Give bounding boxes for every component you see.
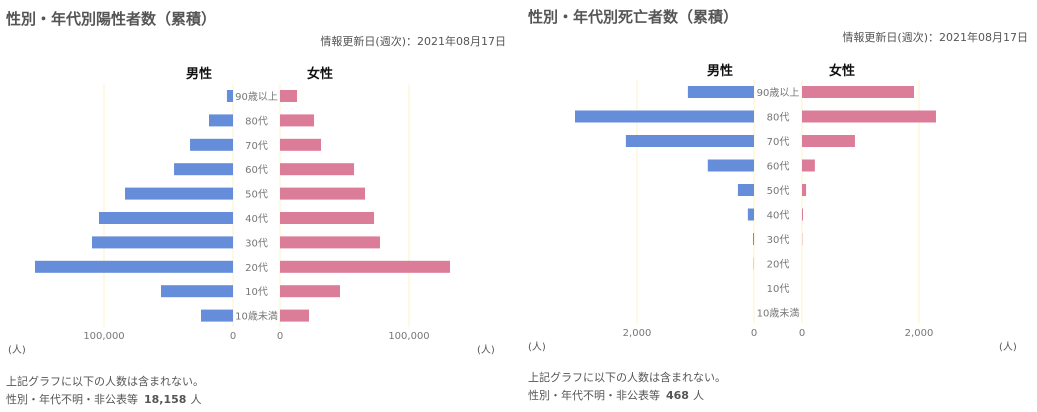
positive-pyramid-chart: 男性 女性 90歳以上 80代 70代 60代 50代 40代 30代 20代 10代 10歳未満 0 1…: [8, 66, 495, 356]
female-bar: [280, 163, 355, 176]
male-header: 男性: [707, 63, 733, 79]
male-tick-label: 2,000: [623, 328, 652, 339]
male-bar: [174, 163, 233, 176]
female-unit-label: (人): [477, 344, 495, 356]
male-bar: [209, 114, 233, 127]
age-label: 50代: [767, 185, 790, 197]
age-label: 10代: [245, 286, 268, 298]
male-bar: [707, 159, 754, 172]
female-tick-label: 0: [277, 331, 283, 342]
note-line1: 上記グラフに以下の人数は含まれない。: [6, 375, 204, 388]
note-label: 性別・年代不明・非公表等: [6, 393, 138, 406]
female-bar: [280, 260, 451, 273]
female-tick-label: 0: [799, 328, 805, 339]
male-unit-label: (人): [528, 341, 546, 353]
age-label: 10歳未満: [757, 308, 800, 320]
update-date: 情報更新日(週次)：2021年08月17日: [842, 31, 1028, 44]
female-tick-label: 100,000: [388, 331, 429, 342]
male-bar: [574, 110, 754, 123]
female-bar: [280, 114, 315, 127]
female-tick-label: 2,000: [905, 328, 934, 339]
male-bar: [747, 208, 754, 221]
age-label: 20代: [245, 262, 268, 274]
female-bar: [802, 110, 936, 123]
male-bar: [34, 260, 233, 273]
male-bar: [687, 86, 754, 98]
age-label: 10歳未満: [235, 311, 278, 323]
positive-cases-panel: 性別・年代別陽性者数（累積） 情報更新日(週次)：2021年08月17日 男性 女…: [6, 10, 506, 407]
female-bar: [280, 90, 298, 102]
age-label: 60代: [767, 161, 790, 173]
male-unit-label: (人): [8, 344, 26, 356]
age-label: 50代: [245, 189, 268, 201]
female-bar: [802, 208, 803, 221]
male-bar: [161, 285, 233, 298]
age-label: 90歳以上: [757, 87, 800, 99]
age-label: 40代: [767, 210, 790, 222]
age-label: 30代: [767, 234, 790, 246]
age-label: 90歳以上: [235, 91, 278, 103]
male-bar: [190, 138, 233, 151]
chart-title: 性別・年代別陽性者数（累積）: [6, 10, 217, 28]
age-label: 30代: [245, 237, 268, 249]
male-bar: [125, 187, 233, 200]
note-line1: 上記グラフに以下の人数は含まれない。: [528, 371, 726, 384]
male-tick-label: 0: [230, 331, 236, 342]
male-bar: [226, 90, 233, 102]
deaths-panel: 性別・年代別死亡者数（累積） 情報更新日(週次)：2021年08月17日 男性 女…: [520, 0, 1037, 412]
note-line2: 性別・年代不明・非公表等 18,158 人: [6, 391, 201, 407]
female-bar: [280, 138, 322, 151]
age-label: 10代: [767, 283, 790, 295]
female-bar: [280, 236, 380, 249]
female-bar: [280, 309, 310, 322]
female-bar: [280, 187, 366, 200]
age-label: 80代: [245, 115, 268, 127]
age-label: 40代: [245, 213, 268, 225]
age-label: 70代: [245, 140, 268, 152]
age-label: 20代: [767, 259, 790, 271]
female-unit-label: (人): [999, 341, 1017, 353]
male-bar: [201, 309, 233, 322]
male-bar: [737, 184, 754, 196]
male-bar: [98, 212, 234, 224]
note-label: 性別・年代不明・非公表等: [528, 389, 660, 402]
female-bar: [802, 159, 815, 172]
note-line2: 性別・年代不明・非公表等 468 人: [528, 387, 704, 403]
male-tick-label: 0: [751, 328, 757, 339]
female-header: 女性: [829, 63, 855, 79]
age-label: 60代: [245, 164, 268, 176]
female-bar: [802, 135, 855, 147]
female-header: 女性: [307, 66, 333, 82]
note-unit: 人: [190, 393, 202, 406]
note-value: 18,158: [144, 393, 187, 406]
female-bar: [802, 184, 807, 196]
chart-title: 性別・年代別死亡者数（累積）: [528, 8, 739, 26]
age-label: 80代: [767, 112, 790, 124]
deaths-pyramid-chart: 男性 女性90歳以上80代70代60代50代40代30代20代10代10歳未満02…: [528, 63, 1017, 353]
age-label: 70代: [767, 136, 790, 148]
update-date: 情報更新日(週次)：2021年08月17日: [320, 35, 506, 48]
female-bar: [802, 86, 915, 98]
female-bar: [280, 212, 375, 224]
note-unit: 人: [692, 389, 704, 402]
male-bar: [625, 135, 754, 147]
note-value: 468: [666, 389, 689, 402]
female-bar: [280, 285, 340, 298]
male-tick-label: 100,000: [83, 331, 124, 342]
male-bar: [753, 233, 754, 245]
male-header: 男性: [186, 66, 212, 82]
male-bar: [92, 236, 234, 249]
